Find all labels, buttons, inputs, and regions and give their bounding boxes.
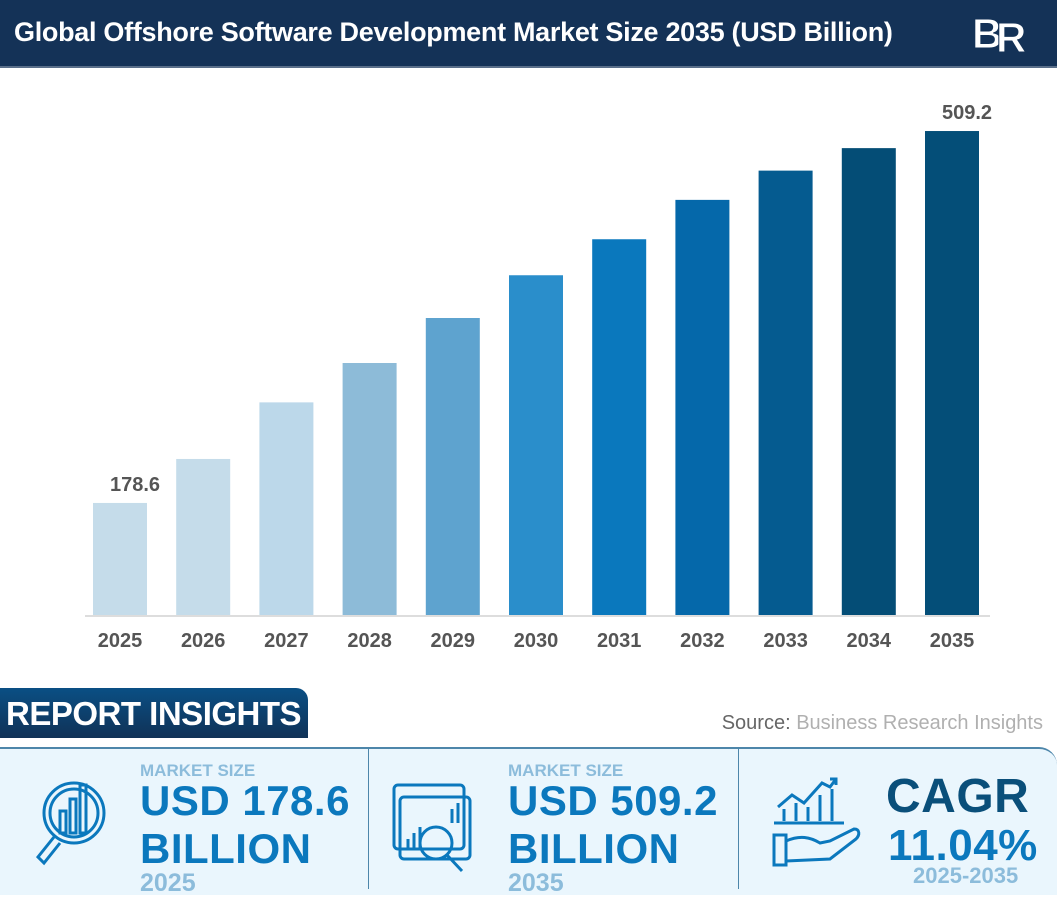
divider <box>368 749 369 889</box>
x-tick-label: 2033 <box>763 630 808 652</box>
x-tick-label: 2028 <box>347 630 392 652</box>
cagr-label: CAGR <box>886 770 1030 823</box>
header: Global Offshore Software Development Mar… <box>0 0 1057 68</box>
data-label: 509.2 <box>942 102 992 124</box>
bar-chart: 2025 178.6 2026 2027 2028 2029 2030 2031 2032 203… <box>85 102 992 652</box>
market-size-2025-unit: BILLION <box>140 825 312 872</box>
divider <box>738 749 739 889</box>
report-insights-heading: REPORT INSIGHTS <box>6 695 302 732</box>
x-tick-label: 2027 <box>264 630 309 652</box>
x-tick-label: 2031 <box>597 630 642 652</box>
source-name: Business Research Insights <box>796 712 1043 734</box>
bar-2030 <box>509 275 563 615</box>
bar-2029 <box>425 318 480 615</box>
bar-2035 <box>925 131 979 615</box>
x-tick-label: 2029 <box>431 630 476 652</box>
market-size-label: MARKET SIZE <box>140 761 256 780</box>
bar-2026 <box>176 458 231 615</box>
bar-2033 <box>758 170 813 615</box>
x-tick-label: 2026 <box>181 630 226 652</box>
x-tick-label: 2030 <box>514 630 559 652</box>
hand-growth-chart-icon <box>772 777 861 867</box>
source-note: Source: Business Research Insights <box>722 712 1043 735</box>
market-size-2035-value: USD 509.2 <box>508 777 718 824</box>
bar-2031 <box>592 239 647 615</box>
bar-2034 <box>841 148 896 615</box>
cagr-value: 11.04% <box>888 821 1038 870</box>
x-tick-label: 2035 <box>930 630 975 652</box>
data-label: 178.6 <box>110 474 160 496</box>
x-tick-label: 2025 <box>98 630 143 652</box>
logo: B R <box>972 10 1027 57</box>
bar-2027 <box>259 402 314 615</box>
insights-panel: MARKET SIZE USD 178.6 BILLION 2025 MARKE… <box>0 747 1057 897</box>
x-tick-label: 2032 <box>680 630 725 652</box>
market-size-2025-value: USD 178.6 <box>140 777 350 824</box>
magnifier-chart-icon <box>35 781 106 866</box>
svg-text:R: R <box>996 14 1026 56</box>
x-tick-label: 2034 <box>847 630 892 652</box>
cagr-period: 2025-2035 <box>913 863 1019 888</box>
market-size-2035-year: 2035 <box>508 869 564 897</box>
svg-text:B: B <box>972 10 1002 56</box>
bar-2032 <box>675 199 730 615</box>
chart-title: Global Offshore Software Development Mar… <box>14 17 893 47</box>
market-size-label: MARKET SIZE <box>508 761 624 780</box>
bar-2028 <box>342 363 397 615</box>
market-size-2025-year: 2025 <box>140 869 196 897</box>
dashboard-search-icon <box>392 783 472 873</box>
report-insights-banner: REPORT INSIGHTS <box>0 688 308 738</box>
market-size-2035-unit: BILLION <box>508 825 680 872</box>
bar-2025 <box>93 502 147 615</box>
source-label: Source: <box>721 712 791 734</box>
